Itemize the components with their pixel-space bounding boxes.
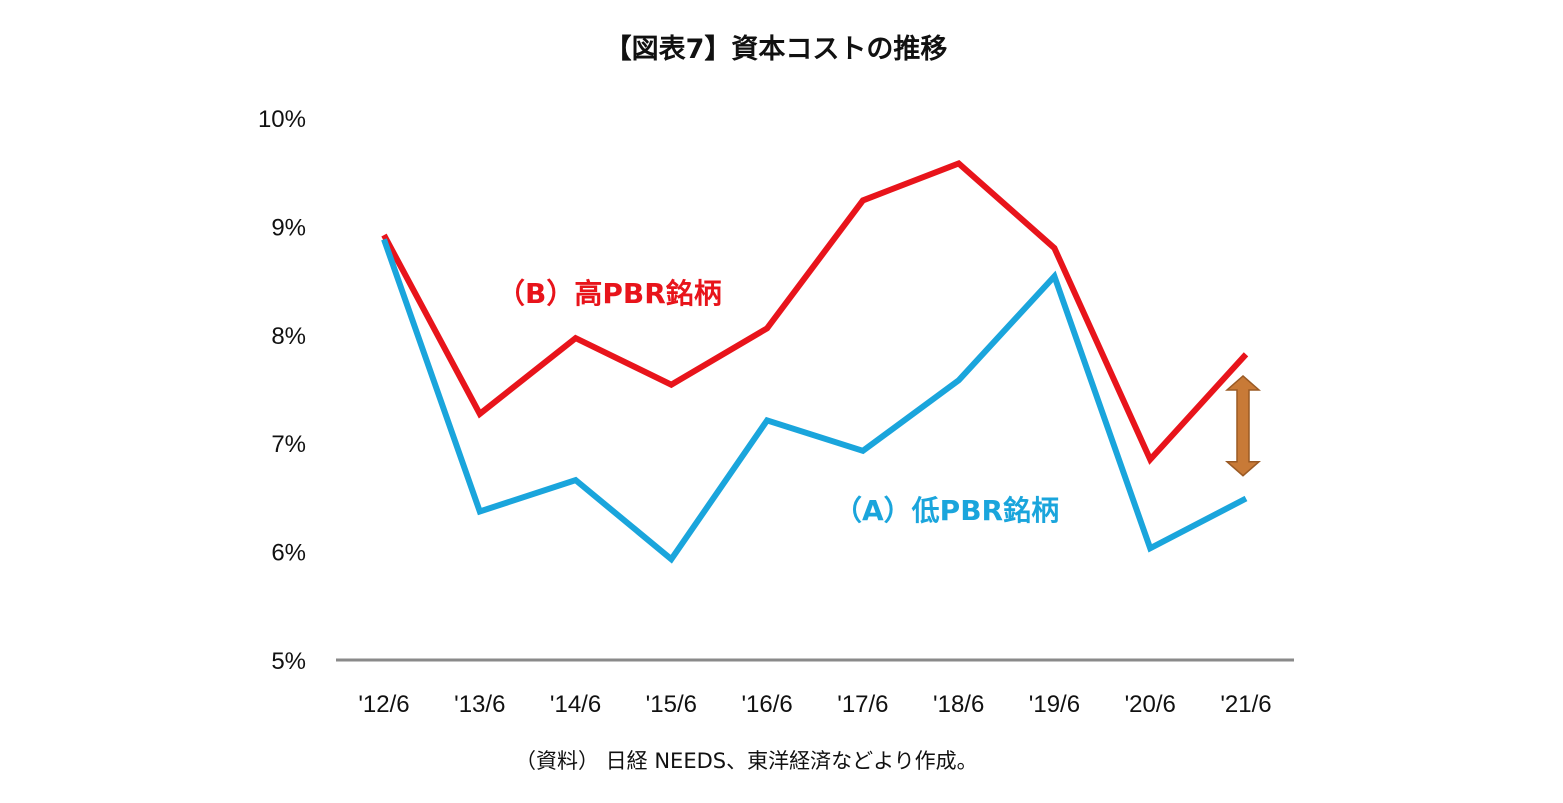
- x-tick-label: '19/6: [1029, 691, 1080, 718]
- y-axis-ticks: 5% 6% 7% 8% 9% 10%: [258, 106, 306, 675]
- series-line-high-pbr: [381, 160, 1249, 465]
- source-note: （資料） 日経 NEEDS、東洋経済などより作成。: [515, 749, 978, 773]
- series-label-high-pbr: （B）高PBR銘柄: [497, 277, 722, 310]
- series-layer: [381, 160, 1249, 564]
- double-arrow-icon: [1225, 374, 1261, 477]
- x-tick-label: '13/6: [454, 691, 505, 718]
- x-tick-label: '14/6: [550, 691, 601, 718]
- x-tick-label: '15/6: [646, 691, 697, 718]
- y-tick-label: 8%: [271, 323, 306, 350]
- y-tick-label: 10%: [258, 106, 306, 133]
- series-line-low-pbr: [381, 238, 1248, 564]
- y-tick-label: 6%: [271, 540, 306, 567]
- chart-title: 【図表7】資本コストの推移: [605, 34, 948, 65]
- x-tick-label: '16/6: [741, 691, 792, 718]
- series-label-low-pbr: （A）低PBR銘柄: [834, 494, 1059, 527]
- x-tick-label: '17/6: [837, 691, 888, 718]
- x-tick-label: '20/6: [1125, 691, 1176, 718]
- y-tick-label: 7%: [271, 431, 306, 458]
- annotation-layer: [1225, 374, 1261, 477]
- y-tick-label: 9%: [271, 214, 306, 241]
- x-tick-label: '21/6: [1220, 691, 1271, 718]
- x-tick-label: '18/6: [933, 691, 984, 718]
- x-axis-ticks: '12/6 '13/6 '14/6 '15/6 '16/6 '17/6 '18/6 '19/6…: [358, 691, 1271, 718]
- y-tick-label: 5%: [271, 648, 306, 675]
- x-tick-label: '12/6: [358, 691, 409, 718]
